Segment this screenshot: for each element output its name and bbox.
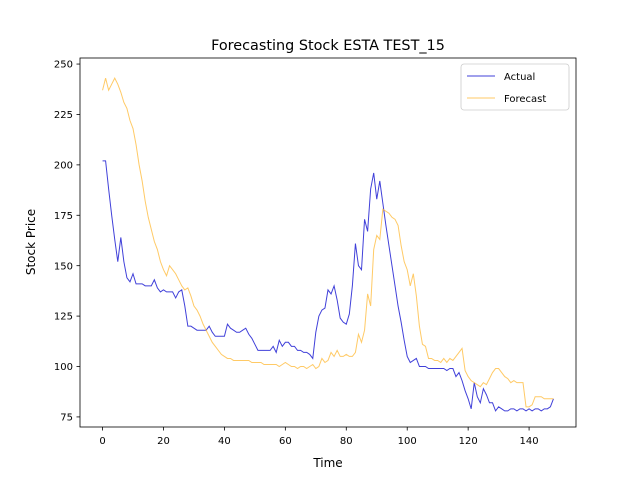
- y-tick-label: 75: [60, 413, 73, 424]
- x-axis-label: Time: [312, 456, 342, 470]
- x-tick-label: 60: [279, 436, 292, 447]
- y-tick-label: 150: [54, 261, 73, 272]
- series-line-forecast: [102, 77, 554, 408]
- x-tick-label: 100: [398, 436, 417, 447]
- y-tick-label: 125: [54, 312, 73, 323]
- plot-area: 0 20 40 60 80 100 120 140 75 100 125 150 175 200 225 25…: [54, 57, 577, 447]
- x-tick-label: 40: [218, 436, 231, 447]
- y-tick-label: 200: [54, 160, 73, 171]
- x-tick-label: 80: [340, 436, 353, 447]
- y-tick-label: 100: [54, 362, 73, 373]
- y-axis-label: Stock Price: [24, 209, 38, 275]
- x-tick-label: 140: [520, 436, 539, 447]
- x-tick-label: 20: [157, 436, 170, 447]
- x-tick-label: 120: [459, 436, 478, 447]
- legend-label-actual: Actual: [504, 72, 535, 83]
- y-tick-label: 225: [54, 110, 73, 121]
- y-tick-label: 250: [54, 60, 73, 71]
- x-tick-label: 0: [99, 436, 105, 447]
- legend-label-forecast: Forecast: [504, 94, 546, 105]
- chart-title: Forecasting Stock ESTA TEST_15: [211, 38, 445, 54]
- series-line-actual: [102, 160, 554, 412]
- y-tick-label: 175: [54, 211, 73, 222]
- legend: Actual Forecast: [460, 63, 570, 111]
- axes-frame: [79, 57, 577, 428]
